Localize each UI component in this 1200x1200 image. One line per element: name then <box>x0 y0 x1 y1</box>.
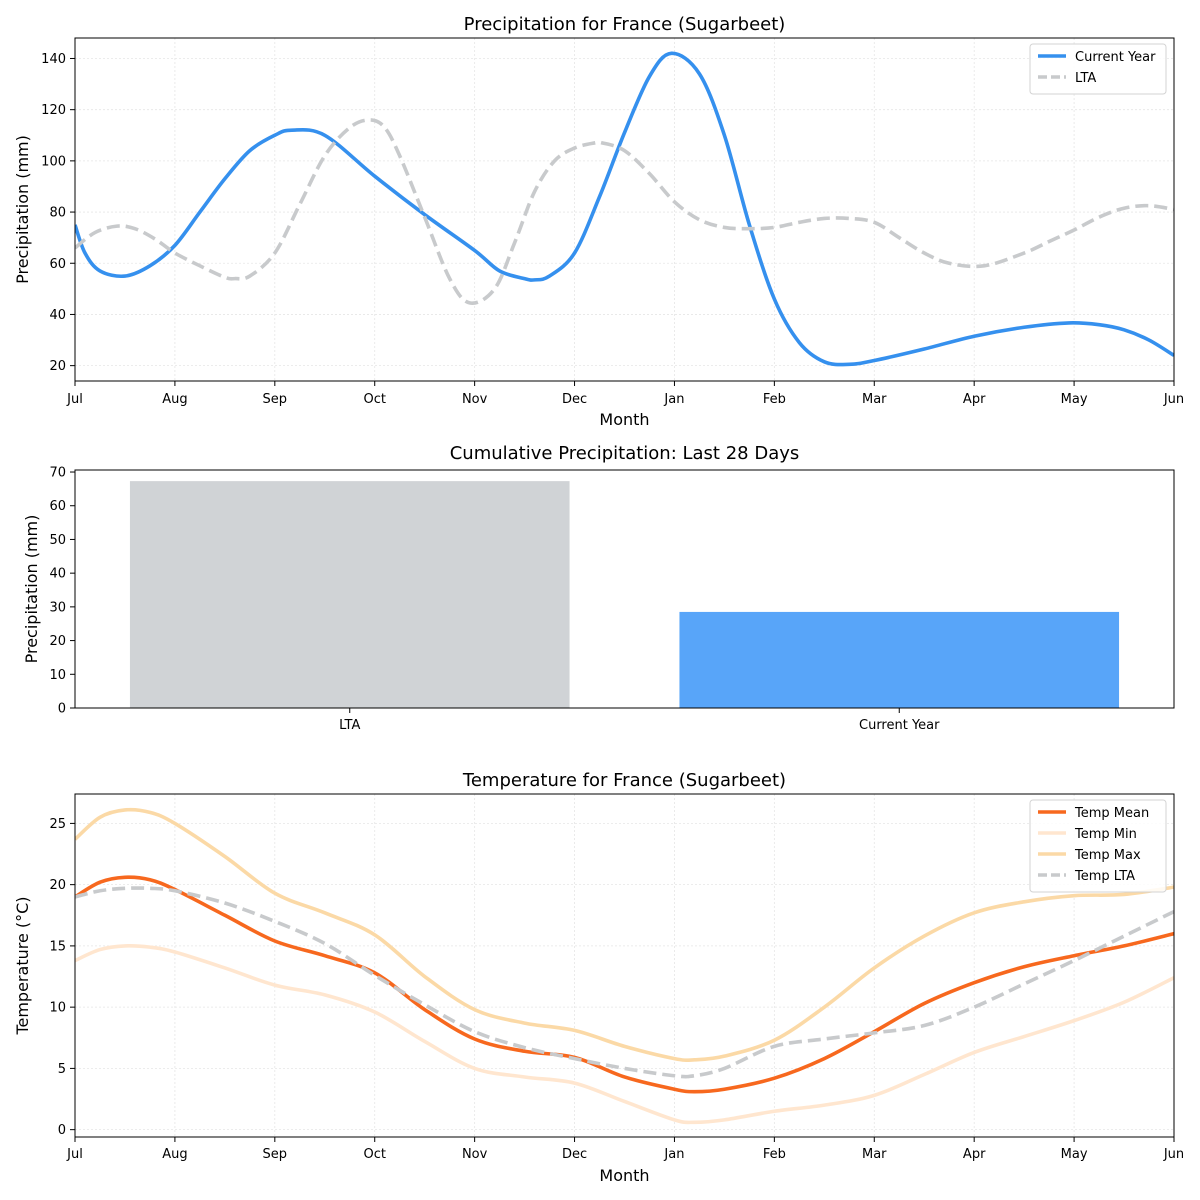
legend-box <box>1029 799 1167 893</box>
y-tick-label: 5 <box>58 1062 66 1077</box>
x-tick-label: Mar <box>862 392 887 407</box>
series-line-temp-max <box>75 807 1174 1063</box>
y-axis-label: Temperature (°C) <box>13 896 32 1035</box>
x-tick-label: Apr <box>963 1147 986 1162</box>
y-tick-label: 50 <box>49 533 66 548</box>
x-tick-label: Jun <box>1163 1147 1184 1162</box>
x-tick-label: Dec <box>562 392 587 407</box>
x-tick-label: Mar <box>862 1147 887 1162</box>
chart-title: Temperature for France (Sugarbeet) <box>462 770 786 791</box>
x-axis-label: Month <box>599 410 649 429</box>
x-tick-label: Jul <box>66 1147 83 1162</box>
plot-frame <box>74 37 1175 382</box>
x-tick-label: Sep <box>263 1147 288 1162</box>
x-tick-label: Jul <box>66 392 83 407</box>
y-tick-label: 20 <box>49 634 66 649</box>
y-tick-label: 20 <box>49 878 66 893</box>
y-tick-label: 30 <box>49 600 66 615</box>
legend: Current Year LTA <box>1029 43 1167 95</box>
y-tick-label: 40 <box>49 567 66 582</box>
series-line-temp-lta <box>75 886 1174 1079</box>
x-tick-label: May <box>1061 392 1088 407</box>
y-tick-label: 10 <box>49 1001 66 1016</box>
y-tick-label: 140 <box>41 52 66 67</box>
legend-label: Current Year <box>1075 50 1156 65</box>
x-tick-label: Apr <box>963 392 986 407</box>
cumulative-precipitation-bar-chart: Cumulative Precipitation: Last 28 Days Pr… <box>22 443 1175 733</box>
x-tick-label: Feb <box>763 1147 786 1162</box>
precipitation-line-chart: Precipitation for France (Sugarbeet) Prec… <box>13 14 1184 429</box>
y-tick-label: 80 <box>49 206 66 221</box>
bar-current-year <box>679 611 1120 708</box>
x-tick-label: May <box>1061 1147 1088 1162</box>
y-tick-label: 100 <box>41 154 66 169</box>
legend-label: Temp Max <box>1074 848 1141 863</box>
series-line-lta <box>75 118 1174 306</box>
legend-label: LTA <box>1075 71 1096 86</box>
grid-lines <box>74 38 1175 381</box>
chart-title: Cumulative Precipitation: Last 28 Days <box>450 443 800 464</box>
y-tick-label: 70 <box>49 466 66 481</box>
x-tick-label: Dec <box>562 1147 587 1162</box>
legend-label: Temp Min <box>1074 827 1137 842</box>
y-tick-label: 60 <box>49 257 66 272</box>
x-axis-label: Month <box>599 1166 649 1185</box>
bar-lta <box>129 481 570 708</box>
y-tick-label: 120 <box>41 103 66 118</box>
x-tick-label: Nov <box>462 392 488 407</box>
x-tick-label: Oct <box>363 392 385 407</box>
plot-frame <box>74 469 1175 709</box>
y-tick-label: 40 <box>49 308 66 323</box>
y-tick-label: 60 <box>49 499 66 514</box>
x-tick-label: Current Year <box>859 718 940 733</box>
series-group <box>75 807 1174 1125</box>
series-line-current-year <box>75 51 1174 367</box>
x-tick-label: Aug <box>162 1147 187 1162</box>
y-tick-label: 0 <box>58 1123 66 1138</box>
x-tick-label: Oct <box>363 1147 385 1162</box>
legend: Temp Mean Temp Min Temp Max Temp LTA <box>1029 799 1167 893</box>
y-tick-label: 20 <box>49 359 66 374</box>
x-tick-label: Aug <box>162 392 187 407</box>
y-tick-label: 15 <box>49 939 66 954</box>
y-tick-label: 10 <box>49 668 66 683</box>
legend-label: Temp LTA <box>1074 869 1135 884</box>
x-tick-label: Jan <box>663 1147 684 1162</box>
x-tick-label: Nov <box>462 1147 488 1162</box>
y-tick-label: 25 <box>49 817 66 832</box>
chart-title: Precipitation for France (Sugarbeet) <box>464 14 786 35</box>
series-group <box>75 51 1174 367</box>
plot-frame <box>74 793 1175 1138</box>
y-axis-label: Precipitation (mm) <box>22 515 41 664</box>
x-tick-label: Jun <box>1163 392 1184 407</box>
y-axis-label: Precipitation (mm) <box>13 135 32 284</box>
legend-label: Temp Mean <box>1074 806 1149 821</box>
y-tick-label: 0 <box>58 702 66 717</box>
temperature-line-chart: Temperature for France (Sugarbeet) Temper… <box>13 770 1184 1185</box>
x-tick-label: LTA <box>339 718 360 733</box>
x-tick-label: Feb <box>763 392 786 407</box>
x-tick-label: Jan <box>663 392 684 407</box>
series-line-temp-min <box>75 943 1174 1125</box>
x-tick-label: Sep <box>263 392 288 407</box>
